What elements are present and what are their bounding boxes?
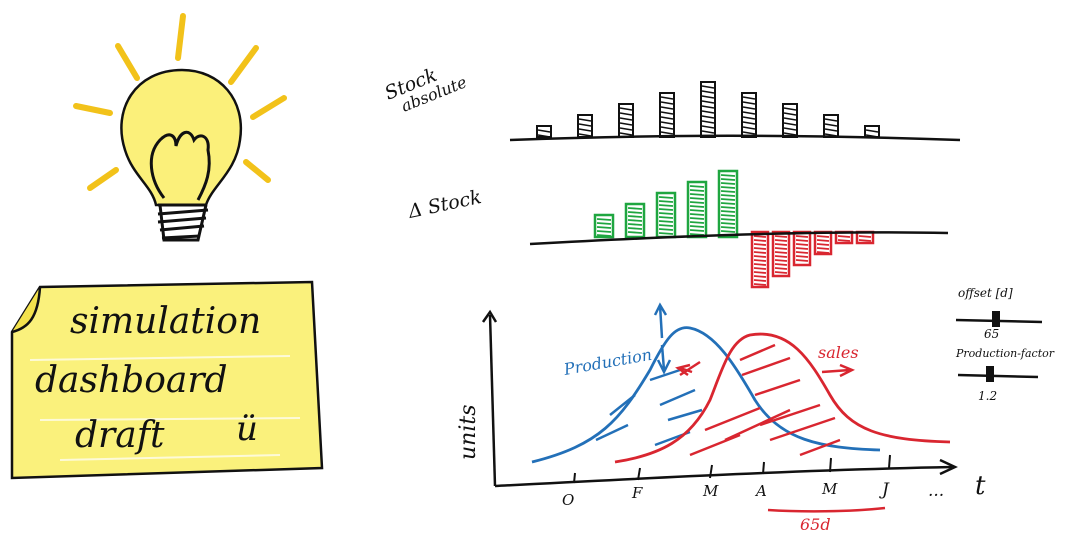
sales-hatching [679, 343, 841, 457]
production-factor-control: Production-factor 1.2 [955, 347, 1055, 403]
tick-label-7: ... [928, 481, 944, 501]
production-up-arrow-icon [653, 302, 668, 316]
sales-right-arrow-icon [839, 363, 856, 378]
x-axis-label: t [975, 471, 986, 501]
offset-control: offset [d] 65 [955, 286, 1043, 341]
delta-bar-positive [686, 180, 708, 239]
sales-left-arrow-icon [675, 363, 691, 377]
shift-span-label: 65d [800, 515, 831, 534]
delta-bar-positive [717, 169, 739, 239]
note-line-2: dashboard [35, 360, 228, 401]
stock-absolute-baseline [509, 134, 961, 142]
production-label: Production [561, 345, 653, 379]
sales-label: sales [818, 343, 859, 362]
note-smiley: ü [236, 409, 258, 449]
stock-bar [659, 92, 675, 138]
production-marker-line [658, 304, 664, 339]
delta-stock-baseline [529, 231, 949, 246]
tick-label-6: J [879, 480, 890, 500]
bulb-glass [120, 68, 243, 207]
production-factor-slider-track[interactable] [957, 373, 1039, 379]
note-line-1: simulation [70, 301, 261, 342]
delta-bar-negative [792, 230, 812, 267]
y-axis-arrow-icon [481, 309, 498, 323]
y-axis-label: units [456, 404, 481, 460]
stock-bar [782, 103, 798, 138]
delta-bar-positive [655, 191, 677, 239]
bulb-filament [149, 130, 211, 201]
x-axis [494, 465, 953, 488]
bulb-rays [73, 13, 287, 191]
note-line-3: draft [75, 415, 165, 456]
delta-bar-positive [624, 202, 646, 239]
sales-curve [614, 332, 951, 464]
offset-label: offset [d] [958, 286, 1013, 300]
stock-bar [823, 114, 839, 138]
sales-left-arrow-line [679, 366, 693, 374]
stock-bar [577, 114, 593, 138]
delta-stock-label: Δ Stock [405, 186, 483, 223]
bulb-base [157, 203, 209, 242]
delta-bar-negative [813, 230, 833, 256]
offset-value: 65 [984, 327, 999, 341]
sticky-note: simulation dashboard draft ü [10, 280, 324, 480]
delta-bar-negative [750, 230, 770, 289]
offset-slider-thumb[interactable] [992, 311, 1000, 327]
delta-stock-chart [593, 169, 875, 289]
production-down-line [660, 344, 666, 371]
units-chart: units t O F M A M J ... Prod [456, 302, 986, 534]
production-factor-value: 1.2 [978, 389, 997, 403]
delta-bar-positive [593, 213, 615, 239]
tick-label-1: O [562, 491, 574, 509]
production-factor-slider-thumb[interactable] [986, 366, 994, 382]
sales-arrow-line [821, 368, 851, 374]
tick-label-3: M [702, 482, 719, 500]
production-down-arrow-icon [656, 359, 672, 375]
stock-bar [864, 125, 880, 138]
shift-span-line [767, 506, 886, 513]
light-bulb-icon [73, 13, 287, 242]
stock-bar [536, 125, 552, 138]
stock-absolute-chart [536, 81, 880, 138]
x-axis-arrow-icon [939, 458, 958, 476]
tick-label-4: A [754, 482, 767, 500]
tick-label-2: F [631, 484, 643, 502]
y-axis [488, 314, 497, 487]
stock-bar [618, 103, 634, 138]
x-axis-ticks [573, 454, 891, 484]
tick-label-5: M [821, 480, 838, 498]
stock-bar [700, 81, 716, 138]
production-factor-label: Production-factor [955, 347, 1055, 360]
stock-bar [741, 92, 757, 138]
delta-bar-negative [771, 230, 791, 278]
